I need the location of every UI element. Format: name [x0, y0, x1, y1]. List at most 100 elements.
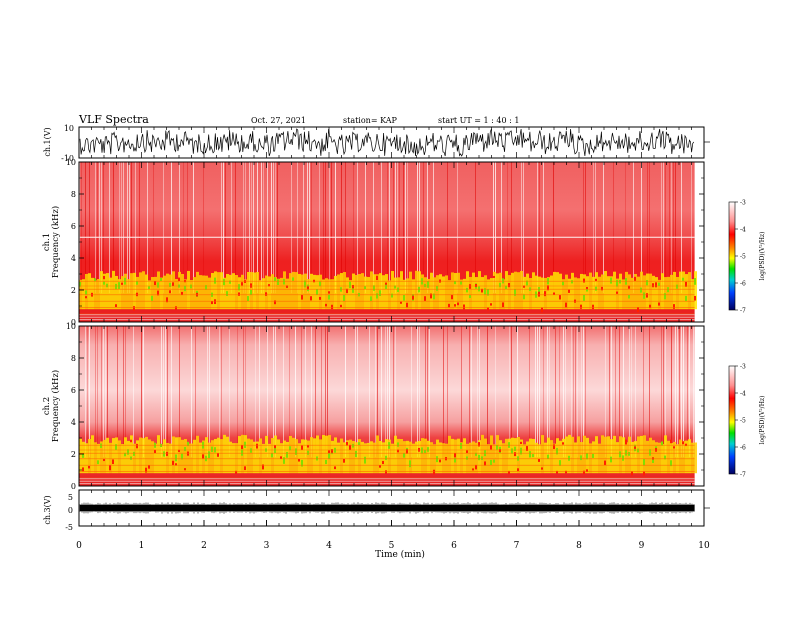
spectrogram-band-yellow [685, 274, 688, 310]
spectrogram-band-green [505, 285, 507, 290]
spectrogram-band-yellow [313, 438, 316, 474]
spectrogram-streak-light [407, 162, 408, 294]
spectrogram-band-yellow [97, 279, 100, 310]
ch1-colorbar: -3 -4 -5 -6 -7 log(PSD)(V²/Hz) [728, 200, 766, 315]
spectrogram-band-yellow [481, 434, 484, 474]
spectrogram-band-yellow [502, 279, 505, 310]
spectrogram-band-green [370, 296, 372, 302]
spectrogram-band-green [586, 453, 588, 460]
spectrogram-streak-light [243, 162, 244, 294]
spectrogram-streak-light [163, 326, 164, 458]
spectrogram-band-yellow [547, 277, 550, 310]
spectrogram-band-green [106, 283, 108, 288]
spectrogram-band-red [565, 470, 567, 474]
spectrogram-band-green [511, 448, 513, 454]
colorbar-tick-label: -7 [740, 308, 746, 315]
spectrogram-band-red [544, 291, 546, 297]
spectrogram-streak-light [433, 162, 434, 294]
spectrogram-streak-dark [95, 326, 96, 454]
spectrogram-streak-light [291, 162, 292, 294]
spectrogram-streak-light [163, 162, 164, 294]
xtick-label: 2 [201, 541, 207, 551]
spectrogram-band-red [298, 458, 300, 462]
spectrogram-streak-light [603, 162, 604, 294]
spectrogram-band-yellow [613, 271, 616, 310]
spectrogram-band-yellow [157, 271, 160, 310]
spectrogram-band-yellow [271, 274, 274, 310]
spectrogram-band-yellow [652, 275, 655, 310]
spectrogram-streak-light [261, 162, 262, 294]
spectrogram-band-yellow [472, 272, 475, 310]
spectrogram-band-yellow [106, 437, 109, 474]
spectrogram-band-red [595, 278, 597, 281]
spectrogram-band-red [583, 278, 585, 283]
spectrogram-band-yellow [682, 441, 685, 474]
spectrogram-streak-dark [203, 162, 204, 290]
spectrogram-band-yellow [304, 273, 307, 310]
spectrogram-band-green [664, 293, 666, 300]
spectrogram-band-yellow [124, 273, 127, 310]
spectrogram-band-yellow [379, 440, 382, 474]
spectrogram-band-yellow [346, 440, 349, 474]
spectrogram-band-red [130, 439, 132, 443]
ch2-spec-yticks: 0 2 4 6 8 10 [66, 322, 704, 491]
spectrogram-band-green [532, 454, 534, 458]
spectrogram-band-green [118, 282, 120, 289]
spec-ytick-label: 0 [71, 318, 76, 327]
spectrogram-band-green [424, 283, 426, 288]
spectrogram-band-green [664, 455, 666, 460]
spectrogram-band-green [568, 455, 570, 461]
spectrogram-streak-dark [529, 326, 530, 454]
spectrogram-streak-light [471, 326, 472, 458]
spectrogram-streak-dark [393, 162, 394, 290]
spectrogram-band-yellow [349, 439, 352, 474]
spectrogram-band-green [583, 294, 585, 301]
spectrogram-streak-light [381, 326, 382, 458]
spectrogram-band-yellow [211, 440, 214, 474]
spectrogram-band-green [376, 293, 378, 299]
spectrogram-band-red [520, 441, 522, 444]
spectrogram-streak-dark [187, 162, 188, 290]
spectrogram-band-yellow [121, 276, 124, 310]
spectrogram-streak-light [495, 326, 496, 458]
spectrogram-streak-light [381, 162, 382, 294]
spectrogram-band-yellow [430, 272, 433, 310]
spectrogram-band-red [565, 302, 567, 308]
spectrogram-band-yellow [625, 271, 628, 310]
figure-title: VLF Spectra [78, 113, 149, 126]
spectrogram-band-yellow [202, 275, 205, 310]
spectrogram-streak-dark [237, 326, 238, 454]
spectrogram-band-green [610, 277, 612, 284]
spectrogram-band-red [502, 302, 504, 308]
spectrogram-band-yellow [154, 276, 157, 310]
spectrogram-band-red [406, 449, 408, 454]
spectrogram-band-yellow [520, 270, 523, 310]
spectrogram-streak-light [417, 162, 418, 294]
ch1-waveform-panel: 10 -10 ch.1(V) [43, 124, 705, 163]
spectrogram-streak-light [661, 162, 662, 294]
spectrogram-streak-dark [469, 326, 470, 454]
spectrogram-streak-light [375, 326, 376, 458]
spectrogram-band-yellow [373, 442, 376, 474]
colorbar-tick-label: -4 [740, 227, 746, 234]
spectrogram-band-red [508, 283, 510, 288]
spectrogram-band-yellow [100, 271, 103, 310]
spectrogram-band-red [478, 442, 480, 447]
spectrogram-streak-light [171, 162, 172, 294]
spectrogram-band-yellow [289, 273, 292, 310]
xtick-label: 4 [326, 541, 332, 551]
spectrogram-band-yellow [298, 443, 301, 474]
colorbar-tick-label: -6 [740, 281, 746, 288]
spectrogram-streak-dark [661, 326, 662, 454]
spectrogram-streak-light [283, 326, 284, 458]
spectrogram-band-yellow [580, 273, 583, 310]
spectrogram-band-green [295, 448, 297, 455]
spectrogram-band-green [658, 282, 660, 286]
spectrogram-band-red [490, 445, 492, 450]
spectrogram-band-yellow [310, 437, 313, 474]
spectrogram-streak-dark [393, 326, 394, 454]
spectrogram-streak-light [271, 162, 272, 294]
spectrogram-band-green [355, 450, 357, 458]
spectrogram-band-yellow [397, 277, 400, 310]
spectrogram-streak-light [259, 326, 260, 458]
